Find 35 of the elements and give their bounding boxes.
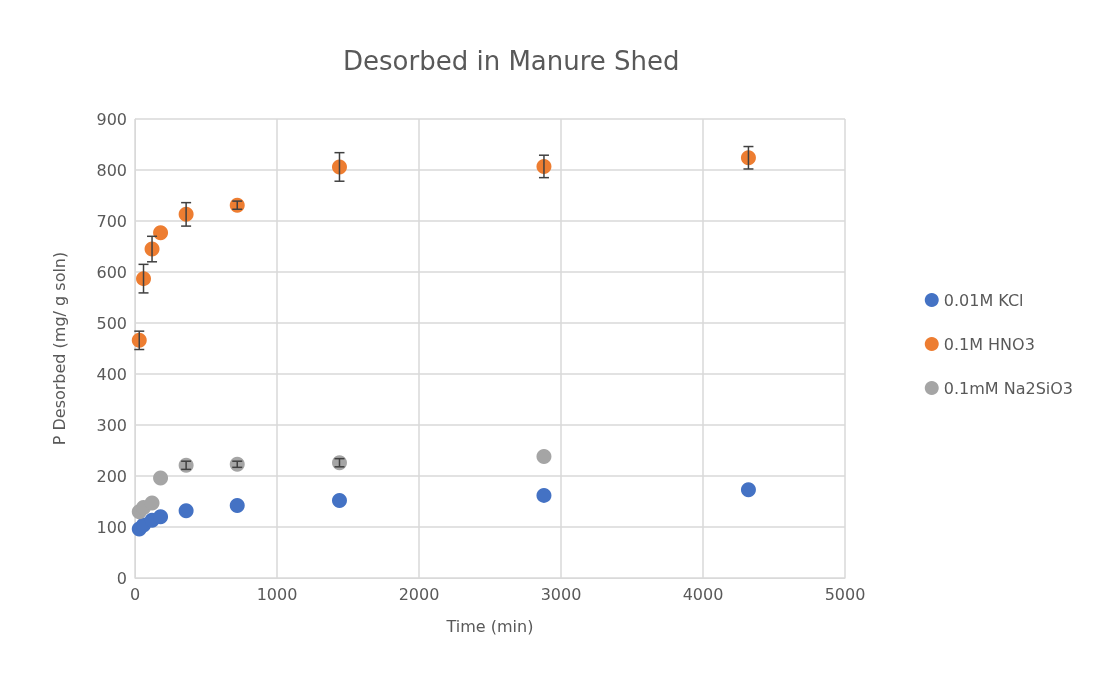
point (536, 449, 552, 465)
y-tick-label: 200 (96, 466, 127, 486)
x-tick-label: 1000 (256, 584, 298, 604)
point (131, 332, 147, 348)
y-tick-label: 300 (96, 415, 127, 435)
x-axis-title: Time (min) (445, 616, 534, 636)
legend-label: 0.1M HNO3 (943, 334, 1035, 354)
y-axis-title: P Desorbed (mg/ g soln) (49, 251, 69, 446)
point (740, 150, 756, 166)
x-tick-label: 5000 (824, 584, 866, 604)
point (153, 470, 169, 486)
y-tick-label: 500 (96, 313, 127, 333)
legend-label: 0.01M KCl (943, 290, 1024, 310)
y-tick-label: 800 (96, 160, 127, 180)
y-tick-label: 900 (96, 109, 127, 129)
legend-label: 0.1mM Na2SiO3 (943, 378, 1073, 398)
x-tick-label: 3000 (540, 584, 582, 604)
point (178, 503, 194, 519)
chart-title: Desorbed in Manure Shed (343, 46, 680, 76)
y-tick-label: 400 (96, 364, 127, 384)
point (740, 482, 756, 498)
point (332, 492, 347, 508)
y-tick-label: 700 (96, 211, 127, 231)
point (153, 225, 169, 241)
point (144, 495, 160, 511)
y-tick-label: 600 (96, 262, 127, 282)
point (536, 487, 552, 503)
x-tick-label: 2000 (398, 584, 440, 604)
x-tick-label: 4000 (682, 584, 724, 604)
x-tick-label: 0 (129, 584, 141, 604)
point (153, 509, 169, 525)
y-tick-label: 100 (96, 517, 127, 537)
y-tick-label: 0 (116, 568, 127, 588)
point (136, 271, 152, 287)
point (229, 498, 245, 514)
